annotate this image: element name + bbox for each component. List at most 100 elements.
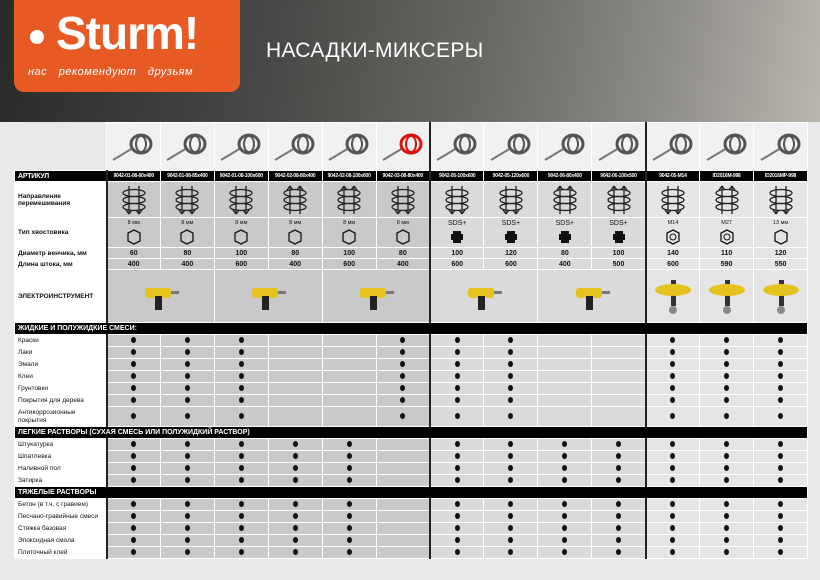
usage-cell xyxy=(429,462,485,475)
usage-cell xyxy=(591,346,647,359)
suitable-dot-icon xyxy=(454,536,460,543)
power-tool-row: ЭЛЕКТРОИНСТРУМЕНТ xyxy=(14,269,808,323)
suitable-dot-icon xyxy=(562,512,568,519)
sds-plus-icon xyxy=(504,231,517,243)
suitable-dot-icon xyxy=(400,360,406,367)
shank-text: SDS+ xyxy=(609,220,628,227)
usage-cell xyxy=(644,406,701,427)
mix-up-arrows-icon xyxy=(283,185,307,214)
usage-label: Наливной пол xyxy=(14,462,108,475)
usage-cell xyxy=(213,358,269,371)
usage-cell xyxy=(213,546,269,559)
article-label: АРТИКУЛ xyxy=(14,170,108,182)
suitable-dot-icon xyxy=(454,336,460,343)
usage-row: Антикоррозионные покрытия xyxy=(14,406,808,427)
usage-row: Грунтовки xyxy=(14,382,808,395)
length-cell: 590 xyxy=(699,258,755,270)
usage-cell xyxy=(753,358,808,371)
usage-cell xyxy=(699,370,755,383)
usage-cell xyxy=(537,358,593,371)
mix-down-arrows-icon xyxy=(175,185,200,214)
usage-cell xyxy=(483,358,539,371)
usage-cell xyxy=(375,510,431,523)
usage-cell xyxy=(644,346,701,359)
suitable-dot-icon xyxy=(724,536,730,543)
usage-cell xyxy=(537,382,593,395)
usage-cell xyxy=(267,406,323,427)
suitable-dot-icon xyxy=(616,524,621,531)
usage-cell xyxy=(159,382,215,395)
usage-cell xyxy=(699,534,755,547)
suitable-dot-icon xyxy=(400,412,406,419)
usage-cell xyxy=(753,438,808,451)
suitable-dot-icon xyxy=(238,336,244,343)
usage-cell xyxy=(375,522,431,535)
shank-cell: M27 xyxy=(699,217,755,248)
usage-label: Антикоррозионные покрытия xyxy=(14,406,108,427)
suitable-dot-icon xyxy=(238,360,244,367)
diameter-label: Диаметр венчика, мм xyxy=(14,247,108,259)
usage-cell xyxy=(699,474,755,487)
suitable-dot-icon xyxy=(778,548,784,555)
diameter-cell: 80 xyxy=(159,247,215,259)
usage-cell xyxy=(753,474,808,487)
suitable-dot-icon xyxy=(670,452,676,459)
usage-cell xyxy=(537,450,593,463)
shank-cell: 8 мм xyxy=(106,217,161,248)
usage-cell xyxy=(321,450,377,463)
usage-cell xyxy=(375,370,431,383)
usage-cell xyxy=(267,462,323,475)
suitable-dot-icon xyxy=(508,524,514,531)
usage-cell xyxy=(699,510,755,523)
usage-row: Покрытия для дерева xyxy=(14,394,808,407)
usage-row: Шпатлевка xyxy=(14,450,808,463)
suitable-dot-icon xyxy=(238,476,244,483)
usage-cell xyxy=(321,394,377,407)
suitable-dot-icon xyxy=(454,396,460,403)
usage-cell xyxy=(159,334,215,347)
shank-cell: M14 xyxy=(644,217,701,248)
mixer-icon xyxy=(654,280,691,314)
usage-label: Покрытия для дерева xyxy=(14,394,108,407)
usage-cell xyxy=(591,370,647,383)
usage-cell xyxy=(213,510,269,523)
suitable-dot-icon xyxy=(670,336,676,343)
mix-up-arrows-icon xyxy=(714,185,739,214)
impact-drill-icon xyxy=(359,288,394,310)
suitable-dot-icon xyxy=(292,500,298,507)
usage-cell xyxy=(213,522,269,535)
cordless-rotary-hammer-icon xyxy=(575,288,610,310)
suitable-dot-icon xyxy=(724,440,730,447)
usage-cell xyxy=(699,522,755,535)
hexagon-icon xyxy=(234,229,248,245)
direction-cell xyxy=(159,181,215,218)
usage-cell xyxy=(159,358,215,371)
suitable-dot-icon xyxy=(724,360,730,367)
suitable-dot-icon xyxy=(778,476,784,483)
article-cell: 9042-02-08-80x400 xyxy=(267,170,323,182)
suitable-dot-icon xyxy=(184,336,190,343)
usage-cell xyxy=(483,438,539,451)
usage-cell xyxy=(213,394,269,407)
suitable-dot-icon xyxy=(670,524,676,531)
suitable-dot-icon xyxy=(508,440,514,447)
suitable-dot-icon xyxy=(131,500,137,507)
suitable-dot-icon xyxy=(238,348,244,355)
usage-cell xyxy=(644,462,701,475)
usage-cell xyxy=(106,334,161,347)
suitable-dot-icon xyxy=(238,464,244,471)
usage-cell xyxy=(375,462,431,475)
usage-cell xyxy=(213,462,269,475)
usage-label: Плиточный клей xyxy=(14,546,108,559)
threaded-nut-icon xyxy=(666,229,680,245)
diameter-cell: 120 xyxy=(483,247,539,259)
direction-cell xyxy=(753,181,808,218)
shank-text: SDS+ xyxy=(448,220,467,227)
shank-text: 8 мм xyxy=(181,220,194,226)
usage-label: Грунтовки xyxy=(14,382,108,395)
usage-cell xyxy=(591,510,647,523)
usage-cell xyxy=(321,546,377,559)
usage-cell xyxy=(483,498,539,511)
usage-cell xyxy=(429,334,485,347)
suitable-dot-icon xyxy=(238,440,244,447)
